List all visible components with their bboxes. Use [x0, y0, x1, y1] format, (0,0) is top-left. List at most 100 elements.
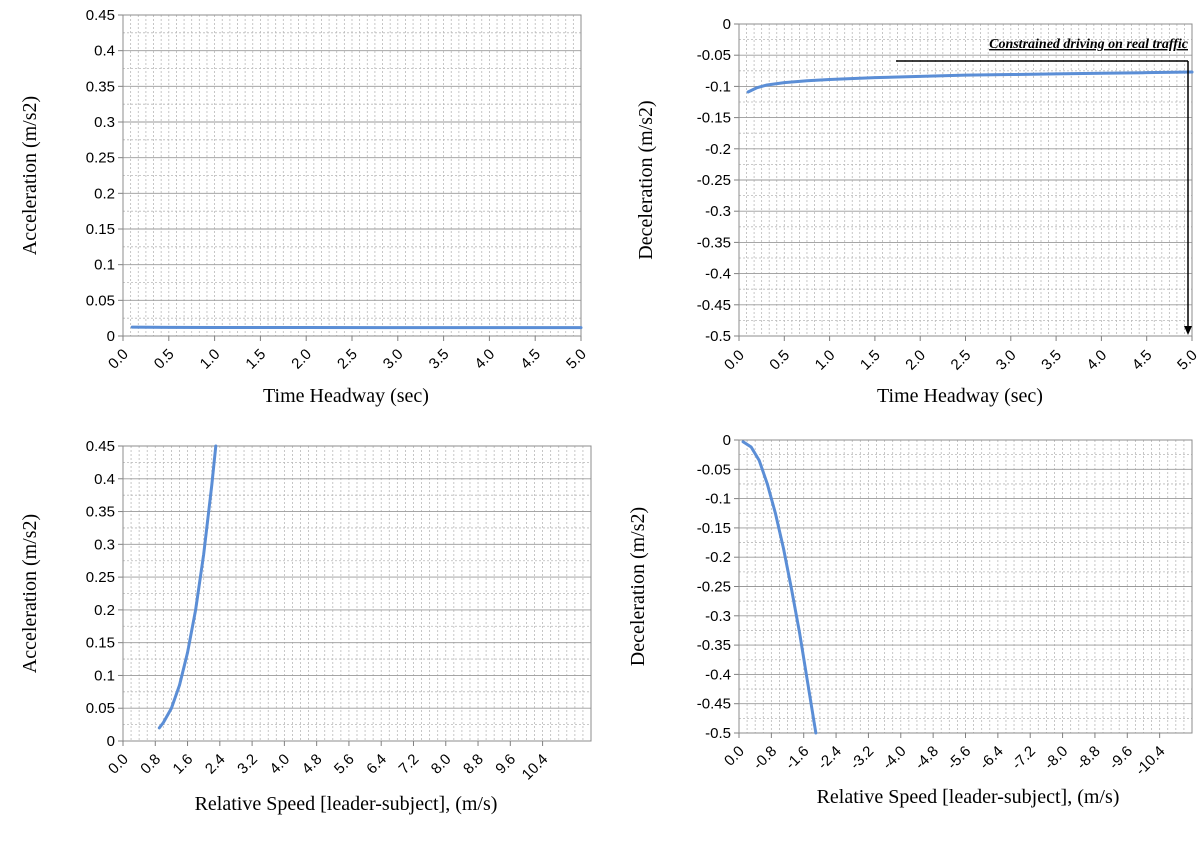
- y-tick-label: -0.4: [705, 266, 731, 283]
- x-tick-label: 3.5: [1038, 347, 1065, 374]
- x-tick-label: 8.8: [460, 751, 487, 778]
- x-tick-label: -8.0: [1041, 743, 1071, 773]
- y-tick-label: -0.2: [705, 141, 731, 158]
- y-tick-label: 0.15: [86, 221, 115, 238]
- y-tick-label: -0.25: [697, 172, 731, 189]
- y-tick-label: -0.15: [697, 110, 731, 127]
- x-tick-label: 0.0: [105, 346, 132, 373]
- y-tick-label: -0.5: [705, 328, 731, 345]
- y-tick-label: 0.25: [86, 150, 115, 167]
- x-tick-label: -8.8: [1073, 743, 1103, 773]
- x-tick-label: -7.2: [1009, 743, 1039, 773]
- chart-acceleration-vs-relative-speed: 00.050.10.150.20.250.30.350.40.450.0 0.8 1…: [19, 438, 592, 815]
- y-tick-label: 0.35: [86, 78, 115, 95]
- plot-frame: [122, 445, 592, 742]
- x-tick-label: -3.2: [847, 743, 877, 773]
- y-tick-label: -0.05: [697, 461, 731, 478]
- y-tick-label: 0.1: [94, 257, 115, 274]
- x-tick-label: 7.2: [396, 751, 423, 778]
- y-tick-label: -0.3: [705, 203, 731, 220]
- y-axis-label: Acceleration (m/s2): [19, 96, 41, 255]
- x-tick-label: 4.0: [266, 751, 293, 778]
- x-tick-label: 3.0: [993, 347, 1020, 374]
- y-tick-label: 0.45: [86, 7, 115, 24]
- y-tick-label: 0: [107, 328, 115, 345]
- y-tick-label: 0.2: [94, 185, 115, 202]
- x-tick-label: 1.5: [242, 346, 269, 373]
- x-tick-label: 4.0: [1083, 347, 1110, 374]
- x-tick-label: 2.0: [902, 347, 929, 374]
- y-tick-label: 0.3: [94, 536, 115, 553]
- series-line: [746, 70, 1194, 94]
- x-tick-label: 8.0: [428, 751, 455, 778]
- y-axis-label: Deceleration (m/s2): [627, 507, 649, 666]
- y-tick-label: 0.35: [86, 504, 115, 521]
- y-tick-label: 0: [107, 733, 115, 750]
- y-tick-label: -0.35: [697, 234, 731, 251]
- x-tick-label: -1.6: [782, 743, 812, 773]
- y-tick-label: -0.2: [705, 549, 731, 566]
- x-tick-label: -10.4: [1132, 743, 1168, 779]
- x-tick-label: 0.8: [137, 751, 164, 778]
- annotation-arrow-head: [1184, 326, 1192, 335]
- y-tick-label: -0.45: [697, 297, 731, 314]
- y-axis-label: Deceleration (m/s2): [635, 100, 657, 259]
- y-tick-label: -0.25: [697, 579, 731, 596]
- y-axis-label: Acceleration (m/s2): [19, 514, 41, 673]
- x-tick-label: 0.0: [721, 743, 748, 770]
- x-tick-label: -6.4: [976, 743, 1006, 773]
- y-tick-label: 0.05: [86, 292, 115, 309]
- x-tick-label: 4.5: [1129, 347, 1156, 374]
- y-tick-label: -0.1: [705, 78, 731, 95]
- x-tick-label: -2.4: [815, 743, 845, 773]
- x-tick-label: 0.0: [105, 751, 132, 778]
- y-tick-label: -0.5: [705, 725, 731, 742]
- chart-acceleration-vs-headway: 0 0.05 0.1 0.15 0.2 0.25 0.3 0.35 0.4 0.45 0.0 0.5 1…: [19, 7, 590, 407]
- y-tick-label: 0.4: [94, 43, 115, 60]
- y-tick-label: 0.05: [86, 700, 115, 717]
- y-tick-label: -0.3: [705, 608, 731, 625]
- y-tick-label: 0.45: [86, 438, 115, 455]
- y-tick-label: 0.1: [94, 667, 115, 684]
- x-axis-label: Time Headway (sec): [263, 385, 429, 407]
- x-axis-label: Relative Speed [leader-subject], (m/s): [817, 786, 1120, 808]
- x-tick-label: 10.4: [519, 751, 552, 784]
- x-tick-label: 0.0: [721, 347, 748, 374]
- x-tick-label: -4.0: [879, 743, 909, 773]
- x-tick-label: 3.0: [380, 346, 407, 373]
- y-tick-label: -0.05: [697, 47, 731, 64]
- x-axis-label: Time Headway (sec): [877, 385, 1043, 407]
- y-tick-label: -0.45: [697, 696, 731, 713]
- x-tick-label: 0.5: [151, 346, 178, 373]
- x-tick-label: 3.5: [426, 346, 453, 373]
- x-tick-label: 4.8: [299, 751, 326, 778]
- y-tick-label: -0.4: [705, 666, 731, 683]
- x-tick-label: 0.5: [766, 347, 793, 374]
- x-axis-label: Relative Speed [leader-subject], (m/s): [195, 793, 498, 815]
- x-tick-label: 4.5: [517, 346, 544, 373]
- x-tick-label: -5.6: [944, 743, 974, 773]
- x-tick-label: -4.8: [912, 743, 942, 773]
- x-tick-label: 5.0: [563, 346, 590, 373]
- x-tick-label: 9.6: [492, 751, 519, 778]
- x-tick-label: 3.2: [234, 751, 261, 778]
- x-tick-label: -9.6: [1106, 743, 1136, 773]
- chart-deceleration-vs-relative-speed: 0 -0.05 -0.1 -0.15 -0.2 -0.25 -0.3 -0.35 -0.4 -0.…: [627, 432, 1193, 808]
- y-tick-label: -0.1: [705, 491, 731, 508]
- y-tick-label: 0.4: [94, 471, 115, 488]
- y-tick-label: -0.15: [697, 520, 731, 537]
- x-tick-label: 1.0: [812, 347, 839, 374]
- y-tick-label: -0.35: [697, 637, 731, 654]
- y-tick-label: 0.3: [94, 114, 115, 131]
- x-tick-label: 5.0: [1174, 347, 1199, 374]
- x-tick-label: 2.5: [334, 346, 361, 373]
- x-tick-label: 5.6: [331, 751, 358, 778]
- x-tick-label: 2.0: [288, 346, 315, 373]
- x-tick-label: 1.5: [857, 347, 884, 374]
- series-line: [741, 440, 818, 735]
- x-tick-label: 4.0: [471, 346, 498, 373]
- x-tick-label: 1.0: [197, 346, 224, 373]
- y-tick-label: 0.2: [94, 602, 115, 619]
- x-tick-label: 2.4: [202, 751, 229, 778]
